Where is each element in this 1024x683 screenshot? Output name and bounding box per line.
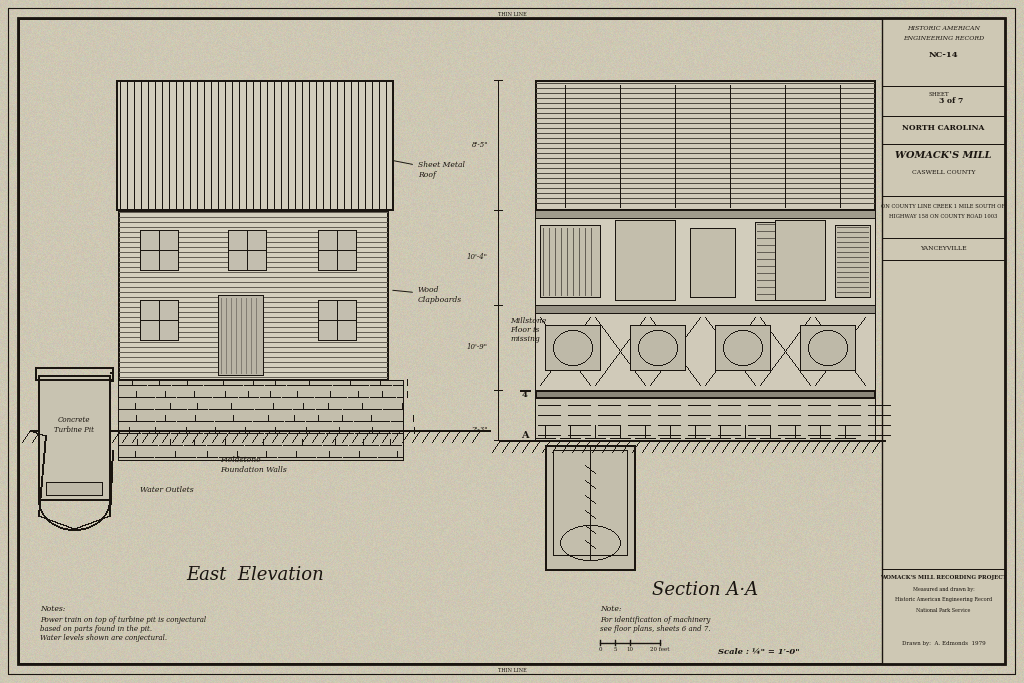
Text: 10'-4": 10'-4"	[467, 253, 488, 261]
Text: YANCEYVILLE: YANCEYVILLE	[921, 245, 967, 251]
Text: National Park Service: National Park Service	[916, 609, 971, 613]
Text: 4: 4	[522, 391, 528, 399]
Text: NC-14: NC-14	[929, 51, 958, 59]
Text: ENGINEERING RECORD: ENGINEERING RECORD	[903, 36, 984, 40]
Text: Notes:: Notes:	[40, 605, 66, 613]
Text: For identification of machinery: For identification of machinery	[600, 616, 711, 624]
Text: 2'-3": 2'-3"	[471, 426, 488, 434]
Text: Drawn by:  A. Edmonds  1979: Drawn by: A. Edmonds 1979	[901, 641, 985, 645]
Text: 3 of 7: 3 of 7	[939, 97, 964, 105]
Text: 10'-9": 10'-9"	[467, 343, 488, 351]
Text: SHEET: SHEET	[928, 92, 949, 96]
Text: Sheet Metal
Roof: Sheet Metal Roof	[393, 161, 465, 178]
Text: NORTH CAROLINA: NORTH CAROLINA	[902, 124, 985, 132]
Text: Millstone
Floor is
missing: Millstone Floor is missing	[510, 317, 546, 343]
Text: ON COUNTY LINE CREEK 1 MILE SOUTH OF: ON COUNTY LINE CREEK 1 MILE SOUTH OF	[882, 204, 1006, 208]
Text: Fieldstone
Foundation Walls: Fieldstone Foundation Walls	[220, 456, 287, 473]
Text: Water levels shown are conjectural.: Water levels shown are conjectural.	[40, 634, 167, 642]
Text: 5: 5	[613, 647, 616, 652]
Text: CASWELL COUNTY: CASWELL COUNTY	[911, 169, 975, 174]
Text: 0: 0	[598, 647, 602, 652]
Text: Scale : ¼" = 1′-0": Scale : ¼" = 1′-0"	[718, 648, 800, 656]
Text: HIGHWAY 158 ON COUNTY ROAD 1003: HIGHWAY 158 ON COUNTY ROAD 1003	[889, 214, 997, 219]
Text: Concrete
Turbine Pit: Concrete Turbine Pit	[54, 417, 94, 434]
Text: 8'-5": 8'-5"	[471, 141, 488, 149]
Text: Measured and drawn by:: Measured and drawn by:	[912, 587, 975, 591]
Text: WOMACK'S MILL RECORDING PROJECT: WOMACK'S MILL RECORDING PROJECT	[880, 574, 1007, 579]
Text: Power train on top of turbine pit is conjectural: Power train on top of turbine pit is con…	[40, 616, 206, 624]
Text: see floor plans, sheets 6 and 7.: see floor plans, sheets 6 and 7.	[600, 625, 711, 633]
Text: Section A·A: Section A·A	[652, 581, 758, 599]
Text: THIN LINE: THIN LINE	[498, 12, 526, 16]
Bar	[882, 18, 1005, 664]
Text: A: A	[521, 430, 528, 439]
Text: 10: 10	[627, 647, 634, 652]
Text: 20 feet: 20 feet	[650, 647, 670, 652]
Text: Note:: Note:	[600, 605, 622, 613]
Text: Water Outlets: Water Outlets	[140, 486, 194, 494]
Text: based on parts found in the pit.: based on parts found in the pit.	[40, 625, 153, 633]
Text: HISTORIC AMERICAN: HISTORIC AMERICAN	[907, 25, 980, 31]
Text: Wood
Clapboards: Wood Clapboards	[393, 286, 462, 304]
Text: East  Elevation: East Elevation	[186, 566, 324, 584]
Text: Historic American Engineering Record: Historic American Engineering Record	[895, 596, 992, 602]
Text: WOMACK'S MILL: WOMACK'S MILL	[895, 152, 992, 161]
Text: THIN LINE: THIN LINE	[498, 669, 526, 673]
